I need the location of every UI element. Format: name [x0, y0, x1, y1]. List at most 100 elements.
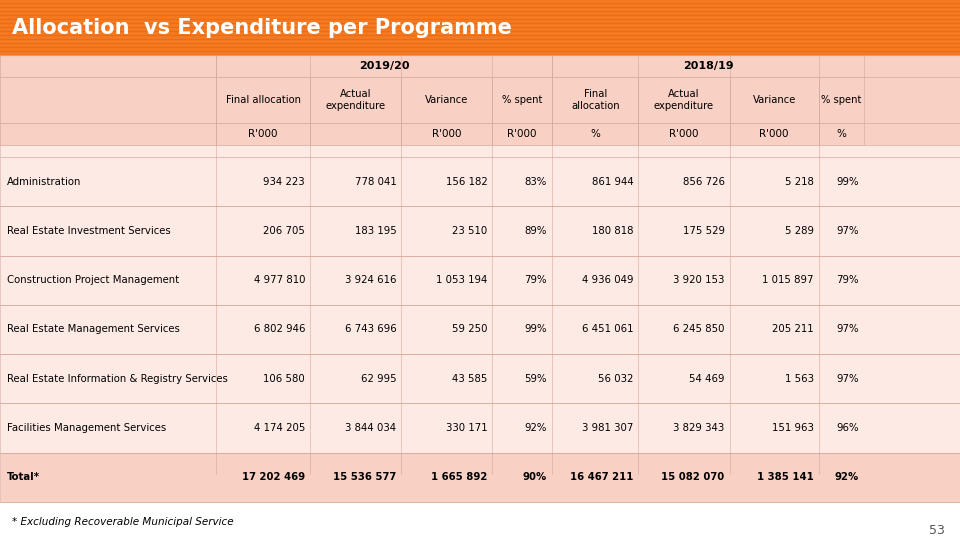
- Text: 17 202 469: 17 202 469: [242, 472, 305, 482]
- Text: 3 981 307: 3 981 307: [582, 423, 634, 433]
- Text: Real Estate Information & Registry Services: Real Estate Information & Registry Servi…: [7, 374, 228, 384]
- Bar: [0, 77, 216, 123]
- Bar: [0, 354, 960, 403]
- Text: 6 802 946: 6 802 946: [253, 325, 305, 334]
- Text: 180 818: 180 818: [592, 226, 634, 236]
- Text: 4 977 810: 4 977 810: [253, 275, 305, 285]
- Text: 156 182: 156 182: [445, 177, 488, 187]
- Bar: [401, 123, 492, 145]
- Text: 934 223: 934 223: [263, 177, 305, 187]
- Bar: [401, 77, 492, 123]
- Text: R'000: R'000: [249, 129, 277, 139]
- Text: 3 924 616: 3 924 616: [345, 275, 396, 285]
- Text: Real Estate Management Services: Real Estate Management Services: [7, 325, 180, 334]
- Text: R'000: R'000: [432, 129, 462, 139]
- Bar: [0, 403, 960, 453]
- Text: 6 245 850: 6 245 850: [673, 325, 725, 334]
- Bar: [0, 123, 216, 145]
- Text: Final
allocation: Final allocation: [571, 89, 619, 111]
- Bar: [730, 77, 819, 123]
- Text: 89%: 89%: [524, 226, 547, 236]
- Text: 6 743 696: 6 743 696: [345, 325, 396, 334]
- Text: 5 289: 5 289: [785, 226, 814, 236]
- Text: 99%: 99%: [836, 177, 859, 187]
- Text: 97%: 97%: [836, 374, 859, 384]
- Text: 330 171: 330 171: [445, 423, 488, 433]
- Text: Real Estate Investment Services: Real Estate Investment Services: [7, 226, 171, 236]
- Text: 90%: 90%: [523, 472, 547, 482]
- Text: 99%: 99%: [524, 325, 547, 334]
- Text: 5 218: 5 218: [785, 177, 814, 187]
- Bar: [0, 206, 960, 255]
- Text: 2018/19: 2018/19: [683, 61, 733, 71]
- Text: * Excluding Recoverable Municipal Service: * Excluding Recoverable Municipal Servic…: [12, 517, 233, 527]
- Text: 79%: 79%: [836, 275, 859, 285]
- Text: 183 195: 183 195: [354, 226, 396, 236]
- Bar: [552, 77, 638, 123]
- Text: % spent: % spent: [502, 95, 542, 105]
- Bar: [0, 55, 216, 77]
- Text: 175 529: 175 529: [683, 226, 725, 236]
- Text: 151 963: 151 963: [772, 423, 814, 433]
- Text: 16 467 211: 16 467 211: [570, 472, 634, 482]
- Text: 15 536 577: 15 536 577: [333, 472, 396, 482]
- Bar: [0, 0, 960, 55]
- Text: R'000: R'000: [508, 129, 537, 139]
- Text: 4 174 205: 4 174 205: [253, 423, 305, 433]
- Text: 3 920 153: 3 920 153: [673, 275, 725, 285]
- Text: 43 585: 43 585: [452, 374, 488, 384]
- Text: Total*: Total*: [7, 472, 40, 482]
- Bar: [819, 77, 864, 123]
- Text: 206 705: 206 705: [263, 226, 305, 236]
- Bar: [492, 77, 552, 123]
- Text: 778 041: 778 041: [354, 177, 396, 187]
- Text: Variance: Variance: [425, 95, 468, 105]
- Text: 92%: 92%: [835, 472, 859, 482]
- Text: 1 563: 1 563: [785, 374, 814, 384]
- Bar: [310, 123, 401, 145]
- Bar: [216, 123, 310, 145]
- Text: 1 385 141: 1 385 141: [757, 472, 814, 482]
- Bar: [0, 77, 960, 123]
- Text: 3 829 343: 3 829 343: [673, 423, 725, 433]
- Text: 23 510: 23 510: [452, 226, 488, 236]
- Text: 59 250: 59 250: [452, 325, 488, 334]
- Text: Administration: Administration: [7, 177, 82, 187]
- Text: Actual
expenditure: Actual expenditure: [325, 89, 386, 111]
- Text: Facilities Management Services: Facilities Management Services: [7, 423, 166, 433]
- Bar: [310, 77, 401, 123]
- Text: 54 469: 54 469: [689, 374, 725, 384]
- Text: 79%: 79%: [524, 275, 547, 285]
- Text: % spent: % spent: [821, 95, 862, 105]
- Bar: [0, 453, 960, 502]
- Text: 1 665 892: 1 665 892: [431, 472, 488, 482]
- Bar: [0, 255, 960, 305]
- Text: Final allocation: Final allocation: [226, 95, 300, 105]
- Bar: [0, 55, 960, 77]
- Text: 861 944: 861 944: [591, 177, 634, 187]
- Text: %: %: [836, 129, 847, 139]
- Text: 59%: 59%: [524, 374, 547, 384]
- Text: Construction Project Management: Construction Project Management: [7, 275, 180, 285]
- Text: 2019/20: 2019/20: [359, 61, 409, 71]
- Text: 97%: 97%: [836, 325, 859, 334]
- Text: 56 032: 56 032: [598, 374, 634, 384]
- Bar: [216, 77, 310, 123]
- Text: 856 726: 856 726: [683, 177, 725, 187]
- Text: 15 082 070: 15 082 070: [661, 472, 725, 482]
- Text: 92%: 92%: [524, 423, 547, 433]
- Bar: [819, 123, 864, 145]
- Text: 3 844 034: 3 844 034: [346, 423, 396, 433]
- Bar: [492, 123, 552, 145]
- Text: 1 053 194: 1 053 194: [436, 275, 488, 285]
- Text: 53: 53: [929, 523, 945, 537]
- Text: 83%: 83%: [525, 177, 547, 187]
- Bar: [552, 123, 638, 145]
- Text: Actual
expenditure: Actual expenditure: [654, 89, 714, 111]
- Text: 97%: 97%: [836, 226, 859, 236]
- Text: 1 015 897: 1 015 897: [762, 275, 814, 285]
- Bar: [638, 77, 730, 123]
- Bar: [730, 123, 819, 145]
- Bar: [216, 55, 552, 77]
- Text: Allocation  vs Expenditure per Programme: Allocation vs Expenditure per Programme: [12, 17, 512, 37]
